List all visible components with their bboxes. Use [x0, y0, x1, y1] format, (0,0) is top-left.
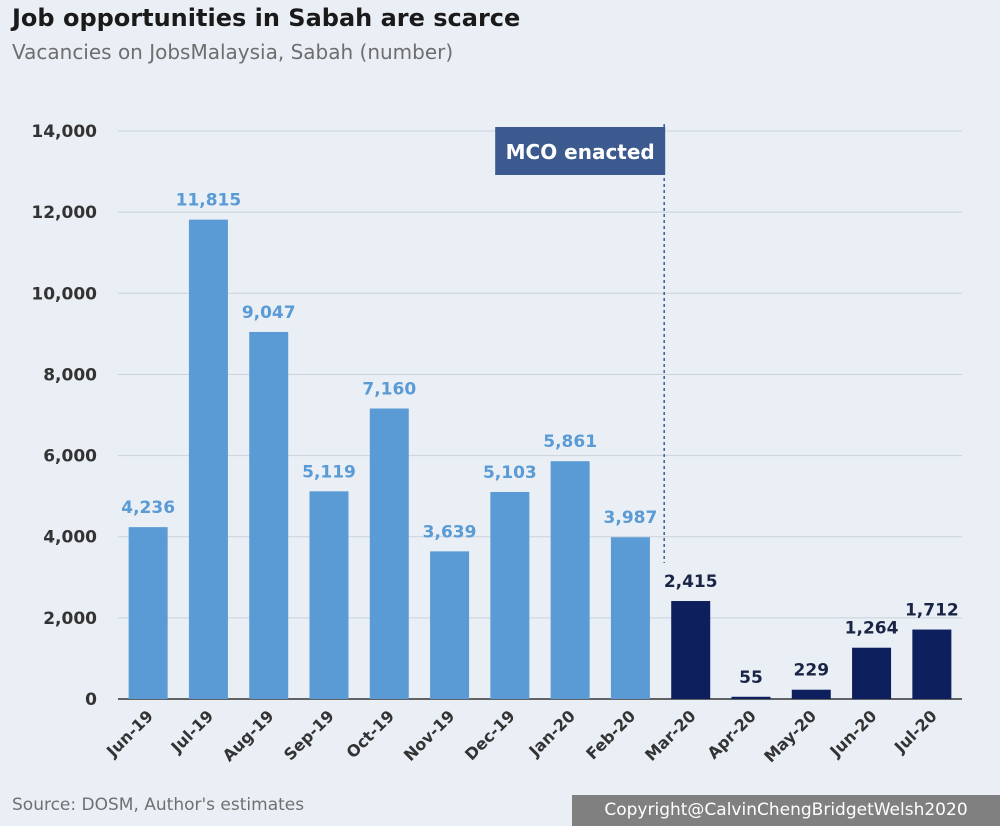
- data-label: 3,987: [604, 508, 658, 528]
- chart-title: Job opportunities in Sabah are scarce: [12, 4, 521, 32]
- undefined: [550, 461, 590, 699]
- gridlines: [118, 130, 962, 700]
- data-label: 4,236: [121, 498, 175, 518]
- data-label: 229: [794, 661, 830, 681]
- x-tick-label: Jul-20: [890, 706, 941, 757]
- undefined: [430, 551, 470, 699]
- bars: [128, 219, 952, 700]
- x-tick-label: Mar-20: [641, 706, 699, 764]
- x-tick-label: Dec-19: [461, 706, 519, 764]
- undefined: [188, 219, 228, 700]
- data-label: 1,712: [905, 601, 959, 621]
- data-label: 5,119: [302, 462, 356, 482]
- x-tick-label: Nov-19: [400, 706, 458, 764]
- mco-annotation: MCO enacted: [495, 124, 666, 564]
- chart-subtitle: Vacancies on JobsMalaysia, Sabah (number…: [12, 40, 454, 64]
- y-tick-label: 8,000: [43, 365, 97, 385]
- undefined: [249, 331, 289, 699]
- x-tick-label: Jul-19: [167, 706, 218, 757]
- data-label: 7,160: [362, 380, 416, 400]
- undefined: [912, 629, 952, 699]
- data-label: 11,815: [176, 191, 242, 211]
- undefined: [495, 127, 666, 175]
- undefined: [309, 491, 349, 699]
- undefined: [852, 647, 892, 699]
- y-tick-label: 14,000: [31, 122, 97, 142]
- x-tick-label: Jan-20: [524, 706, 578, 760]
- x-axis: Jun-19 Jul-19 Aug-19 Sep-19 Oct-19 Nov-19 Dec-…: [102, 706, 941, 766]
- data-label: 2,415: [664, 572, 718, 592]
- x-tick-label: Jun-20: [825, 706, 880, 761]
- y-tick-label: 10,000: [31, 284, 97, 304]
- x-tick-label: Feb-20: [582, 706, 639, 763]
- mco-label-text: MCO enacted: [506, 140, 655, 164]
- x-tick-label: Apr-20: [704, 706, 760, 762]
- undefined: [671, 601, 711, 699]
- x-tick-label: May-20: [760, 706, 820, 766]
- data-label: 3,639: [423, 522, 477, 542]
- x-tick-label: Sep-19: [280, 706, 338, 764]
- y-tick-label: 12,000: [31, 203, 97, 223]
- source-note: Source: DOSM, Author's estimates: [12, 795, 305, 815]
- data-label: 55: [739, 668, 763, 688]
- undefined: [369, 408, 409, 699]
- y-tick-label: 6,000: [43, 447, 97, 467]
- y-tick-label: 0: [85, 690, 97, 710]
- y-tick-label: 2,000: [43, 609, 97, 629]
- data-label: 5,861: [543, 432, 597, 452]
- data-labels: 4,236 11,815 9,047 5,119 7,160 3,639 5,103 5,86…: [121, 191, 958, 688]
- x-tick-label: Aug-19: [219, 706, 278, 765]
- y-tick-label: 4,000: [43, 528, 97, 548]
- x-tick-label: Oct-19: [343, 706, 399, 762]
- data-label: 9,047: [242, 303, 296, 323]
- copyright-banner: Copyright@CalvinChengBridgetWelsh2020: [572, 795, 1000, 826]
- x-tick-label: Jun-19: [102, 706, 157, 761]
- undefined: [128, 527, 168, 699]
- undefined: [791, 689, 831, 699]
- data-label: 1,264: [845, 619, 899, 639]
- undefined: [731, 696, 771, 699]
- data-label: 5,103: [483, 463, 537, 483]
- undefined: [610, 537, 650, 699]
- undefined: [490, 491, 530, 699]
- y-axis: 0 2,000 4,000 6,000 8,000 10,000 12,000 14,000: [31, 122, 97, 710]
